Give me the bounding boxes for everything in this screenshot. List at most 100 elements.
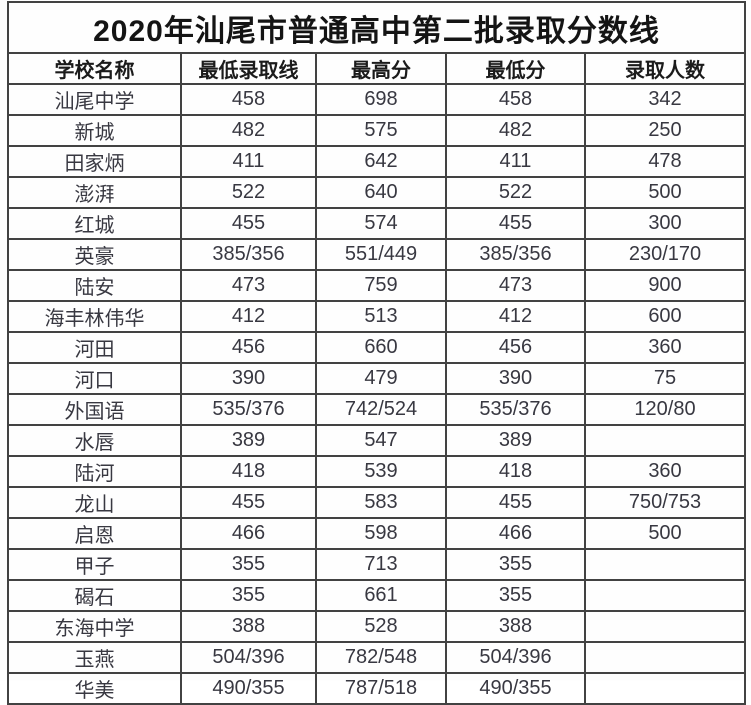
score-cell: 713: [315, 548, 447, 581]
table-row: 甲子 355 713 355: [7, 548, 746, 581]
table-row: 水唇 389 547 389: [7, 424, 746, 457]
score-cell: 360: [584, 331, 746, 364]
table-body: 汕尾中学 458 698 458 342 新城 482 575 482 250 田家炳 411 642 4…: [7, 83, 746, 705]
score-cell: 698: [315, 83, 447, 116]
school-name-cell: 田家炳: [7, 145, 182, 178]
school-name-cell: 陆河: [7, 455, 182, 488]
school-name-cell: 海丰林伟华: [7, 300, 182, 333]
score-cell: 750/753: [584, 486, 746, 519]
score-cell: [584, 610, 746, 643]
table-row: 龙山 455 583 455 750/753: [7, 486, 746, 519]
score-cell: 250: [584, 114, 746, 147]
score-cell: 473: [445, 269, 586, 302]
score-cell: 455: [445, 207, 586, 240]
score-cell: 355: [180, 548, 317, 581]
title-row: 2020年汕尾市普通高中第二批录取分数线: [7, 1, 746, 54]
score-cell: 551/449: [315, 238, 447, 271]
score-cell: 300: [584, 207, 746, 240]
score-cell: 787/518: [315, 672, 447, 705]
column-header-min-score: 最低分: [445, 52, 586, 85]
score-cell: 355: [445, 579, 586, 612]
school-name-cell: 陆安: [7, 269, 182, 302]
score-cell: 600: [584, 300, 746, 333]
score-cell: [584, 641, 746, 674]
score-cell: 455: [180, 486, 317, 519]
school-name-cell: 河口: [7, 362, 182, 395]
score-cell: 418: [180, 455, 317, 488]
score-cell: 466: [180, 517, 317, 550]
school-name-cell: 澎湃: [7, 176, 182, 209]
score-cell: 388: [180, 610, 317, 643]
score-cell: 390: [445, 362, 586, 395]
score-cell: 539: [315, 455, 447, 488]
score-cell: 385/356: [180, 238, 317, 271]
table-row: 汕尾中学 458 698 458 342: [7, 83, 746, 116]
school-name-cell: 外国语: [7, 393, 182, 426]
score-cell: 418: [445, 455, 586, 488]
table-row: 启恩 466 598 466 500: [7, 517, 746, 550]
table-row: 外国语 535/376 742/524 535/376 120/80: [7, 393, 746, 426]
table-row: 陆安 473 759 473 900: [7, 269, 746, 302]
table-title: 2020年汕尾市普通高中第二批录取分数线: [7, 1, 746, 54]
table-row: 陆河 418 539 418 360: [7, 455, 746, 488]
score-cell: 456: [445, 331, 586, 364]
score-cell: 411: [180, 145, 317, 178]
school-name-cell: 河田: [7, 331, 182, 364]
school-name-cell: 新城: [7, 114, 182, 147]
score-cell: 355: [180, 579, 317, 612]
school-name-cell: 华美: [7, 672, 182, 705]
score-cell: [584, 672, 746, 705]
score-cell: 490/355: [180, 672, 317, 705]
score-cell: 660: [315, 331, 447, 364]
score-cell: 412: [180, 300, 317, 333]
table-row: 河田 456 660 456 360: [7, 331, 746, 364]
admission-score-table: 2020年汕尾市普通高中第二批录取分数线 学校名称 最低录取线 最高分 最低分 …: [7, 1, 746, 705]
score-cell: 479: [315, 362, 447, 395]
school-name-cell: 汕尾中学: [7, 83, 182, 116]
school-name-cell: 碣石: [7, 579, 182, 612]
score-cell: 640: [315, 176, 447, 209]
score-cell: 500: [584, 517, 746, 550]
score-cell: 522: [180, 176, 317, 209]
table-row: 田家炳 411 642 411 478: [7, 145, 746, 178]
score-cell: 412: [445, 300, 586, 333]
score-cell: 75: [584, 362, 746, 395]
score-cell: 574: [315, 207, 447, 240]
school-name-cell: 红城: [7, 207, 182, 240]
school-name-cell: 龙山: [7, 486, 182, 519]
score-cell: 390: [180, 362, 317, 395]
score-cell: 661: [315, 579, 447, 612]
score-cell: [584, 548, 746, 581]
school-name-cell: 东海中学: [7, 610, 182, 643]
score-cell: 547: [315, 424, 447, 457]
header-row: 学校名称 最低录取线 最高分 最低分 录取人数: [7, 52, 746, 85]
score-cell: 575: [315, 114, 447, 147]
score-cell: 490/355: [445, 672, 586, 705]
column-header-school-name: 学校名称: [7, 52, 182, 85]
score-cell: 355: [445, 548, 586, 581]
table-row: 澎湃 522 640 522 500: [7, 176, 746, 209]
table-row: 玉燕 504/396 782/548 504/396: [7, 641, 746, 674]
score-table-sheet: 2020年汕尾市普通高中第二批录取分数线 学校名称 最低录取线 最高分 最低分 …: [7, 1, 746, 705]
score-cell: 360: [584, 455, 746, 488]
column-header-min-admission-line: 最低录取线: [180, 52, 317, 85]
score-cell: 455: [445, 486, 586, 519]
score-cell: [584, 424, 746, 457]
score-cell: [584, 579, 746, 612]
score-cell: 385/356: [445, 238, 586, 271]
score-cell: 528: [315, 610, 447, 643]
column-header-admitted-count: 录取人数: [584, 52, 746, 85]
table-row: 东海中学 388 528 388: [7, 610, 746, 643]
score-cell: 458: [445, 83, 586, 116]
score-cell: 342: [584, 83, 746, 116]
score-cell: 230/170: [584, 238, 746, 271]
score-cell: 900: [584, 269, 746, 302]
table-row: 碣石 355 661 355: [7, 579, 746, 612]
score-cell: 504/396: [445, 641, 586, 674]
score-cell: 411: [445, 145, 586, 178]
school-name-cell: 启恩: [7, 517, 182, 550]
score-cell: 513: [315, 300, 447, 333]
score-cell: 389: [180, 424, 317, 457]
school-name-cell: 英豪: [7, 238, 182, 271]
score-cell: 455: [180, 207, 317, 240]
